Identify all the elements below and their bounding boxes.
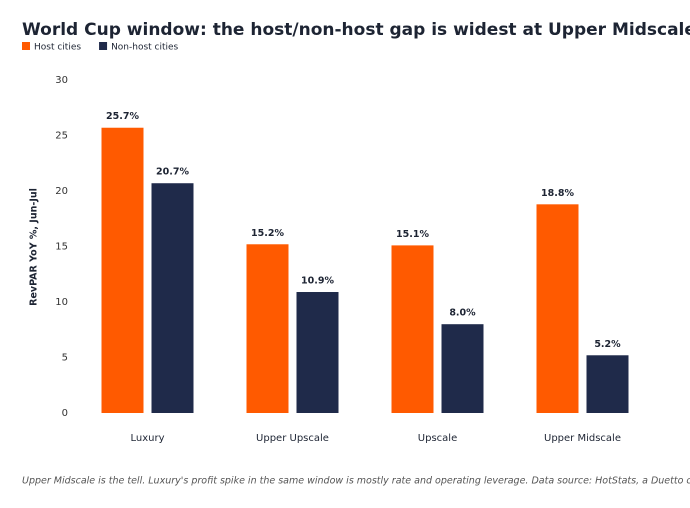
bar bbox=[536, 204, 579, 413]
y-tick-label: 20 bbox=[55, 186, 68, 197]
y-tick-label: 25 bbox=[55, 131, 68, 142]
bar bbox=[296, 292, 339, 413]
bar bbox=[246, 244, 289, 413]
legend-label: Non-host cities bbox=[111, 43, 178, 53]
y-tick-label: 30 bbox=[55, 75, 68, 86]
bar bbox=[441, 324, 484, 413]
y-tick-label: 15 bbox=[55, 242, 68, 253]
x-tick-label: Luxury bbox=[130, 433, 164, 444]
bar bbox=[391, 245, 434, 413]
value-label: 15.1% bbox=[396, 229, 429, 240]
legend-label: Host cities bbox=[34, 43, 81, 53]
value-label: 25.7% bbox=[106, 111, 139, 122]
value-label: 10.9% bbox=[301, 276, 334, 287]
legend-swatch bbox=[22, 42, 30, 50]
y-tick-label: 0 bbox=[62, 408, 68, 419]
bar bbox=[151, 183, 194, 413]
legend-swatch bbox=[99, 42, 108, 50]
value-label: 18.8% bbox=[541, 188, 574, 199]
footnote: Upper Midscale is the tell. Luxury's pro… bbox=[22, 476, 690, 487]
bar bbox=[586, 355, 629, 413]
y-axis-label: RevPAR YoY %, Jun-Jul bbox=[29, 188, 40, 306]
value-label: 15.2% bbox=[251, 228, 284, 239]
x-tick-label: Upscale bbox=[418, 433, 457, 444]
x-tick-label: Upper Upscale bbox=[256, 433, 329, 444]
value-label: 5.2% bbox=[594, 339, 621, 350]
y-tick-label: 10 bbox=[55, 297, 68, 308]
value-label: 8.0% bbox=[449, 308, 476, 319]
chart-title: World Cup window: the host/non-host gap … bbox=[22, 20, 690, 40]
value-label: 20.7% bbox=[156, 167, 189, 178]
bar bbox=[101, 127, 144, 413]
x-tick-label: Upper Midscale bbox=[544, 433, 621, 444]
y-tick-label: 5 bbox=[62, 353, 68, 364]
